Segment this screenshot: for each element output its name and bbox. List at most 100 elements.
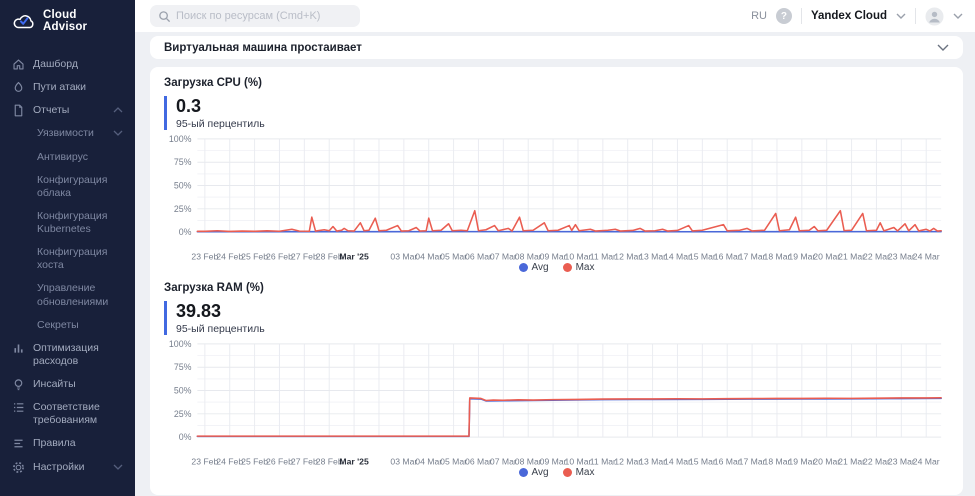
svg-text:21 Mar: 21 Mar [838, 251, 865, 261]
search-input[interactable] [150, 5, 360, 27]
legend-label: Max [575, 467, 595, 479]
svg-text:08 Mar: 08 Mar [515, 456, 542, 466]
svg-text:25%: 25% [174, 203, 192, 213]
legend-item[interactable]: Max [562, 262, 595, 274]
percentile-stat: 39.83 95-ый перцентиль [164, 301, 949, 335]
sidebar-item-label: Конфигурация Kubernetes [37, 209, 108, 235]
svg-text:10 Mar: 10 Mar [565, 251, 592, 261]
legend-label: Avg [531, 467, 549, 479]
sidebar-item-antivirus[interactable]: Антивирус [0, 146, 135, 169]
svg-text:22 Mar: 22 Mar [863, 456, 890, 466]
svg-text:15 Mar: 15 Mar [689, 251, 716, 261]
svg-text:23 Mar: 23 Mar [888, 456, 915, 466]
sidebar-item-cloud-config[interactable]: Конфигурация облака [0, 169, 135, 205]
svg-text:Mar '25: Mar '25 [339, 456, 369, 466]
org-chevron-down-icon[interactable] [896, 13, 906, 19]
stat-value: 39.83 [176, 301, 222, 322]
sidebar-item-host-config[interactable]: Конфигурация хоста [0, 241, 135, 277]
sidebar-item-settings[interactable]: Настройки [0, 456, 135, 479]
legend-label: Max [575, 262, 595, 274]
svg-text:25 Feb: 25 Feb [241, 251, 268, 261]
stat-label: 95-ый перцентиль [176, 117, 265, 130]
sidebar-item-label: Инсайты [33, 378, 76, 390]
chart-title: Загрузка RAM (%) [164, 282, 264, 295]
svg-text:24 Feb: 24 Feb [216, 456, 243, 466]
legend-item[interactable]: Avg [518, 262, 549, 273]
svg-text:05 Mar: 05 Mar [440, 456, 467, 466]
logo[interactable]: Cloud Advisor [0, 0, 135, 39]
svg-text:100%: 100% [169, 134, 192, 144]
sidebar-item-rules[interactable]: Правила [0, 432, 135, 455]
sidebar-item-label: Отчеты [33, 104, 70, 117]
legend-item[interactable]: Avg [518, 467, 549, 479]
svg-text:0%: 0% [179, 432, 192, 442]
svg-text:24 Mar: 24 Mar [913, 251, 940, 261]
svg-text:03 Mar: 03 Mar [390, 456, 417, 466]
legend-dot-icon [562, 263, 572, 273]
sidebar-item-vulnerabilities[interactable]: Уязвимости [0, 122, 135, 145]
list-icon [12, 401, 25, 414]
org-name[interactable]: Yandex Cloud [810, 10, 887, 22]
svg-text:08 Mar: 08 Mar [515, 251, 542, 261]
svg-text:24 Feb: 24 Feb [216, 251, 243, 261]
svg-text:0%: 0% [179, 227, 192, 237]
sidebar-item-attack-paths[interactable]: Пути атаки [0, 76, 135, 99]
sidebar-item-label: Антивирус [37, 150, 89, 163]
sidebar-item-label: Дашборд [33, 58, 78, 70]
sidebar-item-dashboard[interactable]: Дашборд [0, 53, 135, 76]
svg-text:12 Mar: 12 Mar [614, 456, 641, 466]
svg-text:04 Mar: 04 Mar [415, 456, 442, 466]
sidebar-item-label: Правила [33, 437, 76, 450]
sidebar-item-label: Конфигурация хоста [37, 246, 108, 272]
sidebar-item-reports[interactable]: Отчеты [0, 99, 135, 122]
svg-text:26 Feb: 26 Feb [266, 251, 293, 261]
chart-legend: Avg Max [164, 467, 949, 478]
rules-icon [12, 437, 25, 450]
collapse-chevron-down-icon[interactable] [937, 44, 949, 51]
sidebar-item-secrets[interactable]: Секреты [0, 314, 135, 337]
bulb-icon [12, 378, 25, 391]
sidebar-item-kubernetes-config[interactable]: Конфигурация Kubernetes [0, 205, 135, 241]
stat-value: 0.3 [176, 96, 202, 116]
svg-text:75%: 75% [174, 362, 192, 372]
svg-text:03 Mar: 03 Mar [390, 251, 417, 261]
svg-text:09 Mar: 09 Mar [540, 251, 567, 261]
svg-text:17 Mar: 17 Mar [739, 456, 766, 466]
legend-dot-icon [518, 263, 528, 273]
svg-text:21 Mar: 21 Mar [838, 456, 865, 466]
sidebar-item-update-management[interactable]: Управление обновлениями [0, 277, 135, 313]
chart-legend: Avg Max [164, 262, 949, 273]
svg-text:11 Mar: 11 Mar [590, 251, 616, 261]
legend-item[interactable]: Max [562, 467, 595, 479]
sidebar-item-compliance[interactable]: Соответствие требованиям [0, 396, 135, 432]
svg-text:16 Mar: 16 Mar [714, 251, 741, 261]
svg-text:09 Mar: 09 Mar [540, 456, 567, 466]
avatar-chevron-down-icon[interactable] [953, 13, 963, 19]
svg-text:05 Mar: 05 Mar [440, 251, 467, 261]
svg-text:07 Mar: 07 Mar [490, 456, 517, 466]
cloud-advisor-logo-icon [12, 13, 36, 30]
svg-text:18 Mar: 18 Mar [764, 456, 791, 466]
sidebar-item-label: Пути атаки [33, 81, 86, 94]
language-selector[interactable]: RU [751, 10, 767, 22]
svg-text:24 Mar: 24 Mar [913, 456, 940, 466]
svg-text:15 Mar: 15 Mar [689, 456, 716, 466]
finding-header[interactable]: Виртуальная машина простаивает [150, 36, 963, 59]
svg-text:20 Mar: 20 Mar [813, 251, 840, 261]
svg-text:Mar '25: Mar '25 [339, 251, 369, 261]
sidebar-item-cost-optimization[interactable]: Оптимизация расходов [0, 337, 135, 373]
svg-text:16 Mar: 16 Mar [714, 456, 741, 466]
chart-section-cpu: Загрузка CPU (%) 0.3 95-ый перцентиль 0% 25%… [164, 77, 949, 273]
svg-text:19 Mar: 19 Mar [788, 456, 815, 466]
avatar[interactable] [925, 7, 944, 26]
sidebar-item-insights[interactable]: Инсайты [0, 373, 135, 396]
chevron-down-icon [113, 464, 123, 470]
chevron-down-icon [113, 130, 123, 137]
svg-text:11 Mar: 11 Mar [590, 456, 616, 466]
gear-icon [12, 461, 25, 474]
svg-text:20 Mar: 20 Mar [813, 456, 840, 466]
help-icon[interactable]: ? [775, 8, 792, 24]
search-box[interactable] [150, 5, 360, 27]
svg-text:25 Feb: 25 Feb [241, 456, 268, 466]
divider [915, 8, 916, 24]
